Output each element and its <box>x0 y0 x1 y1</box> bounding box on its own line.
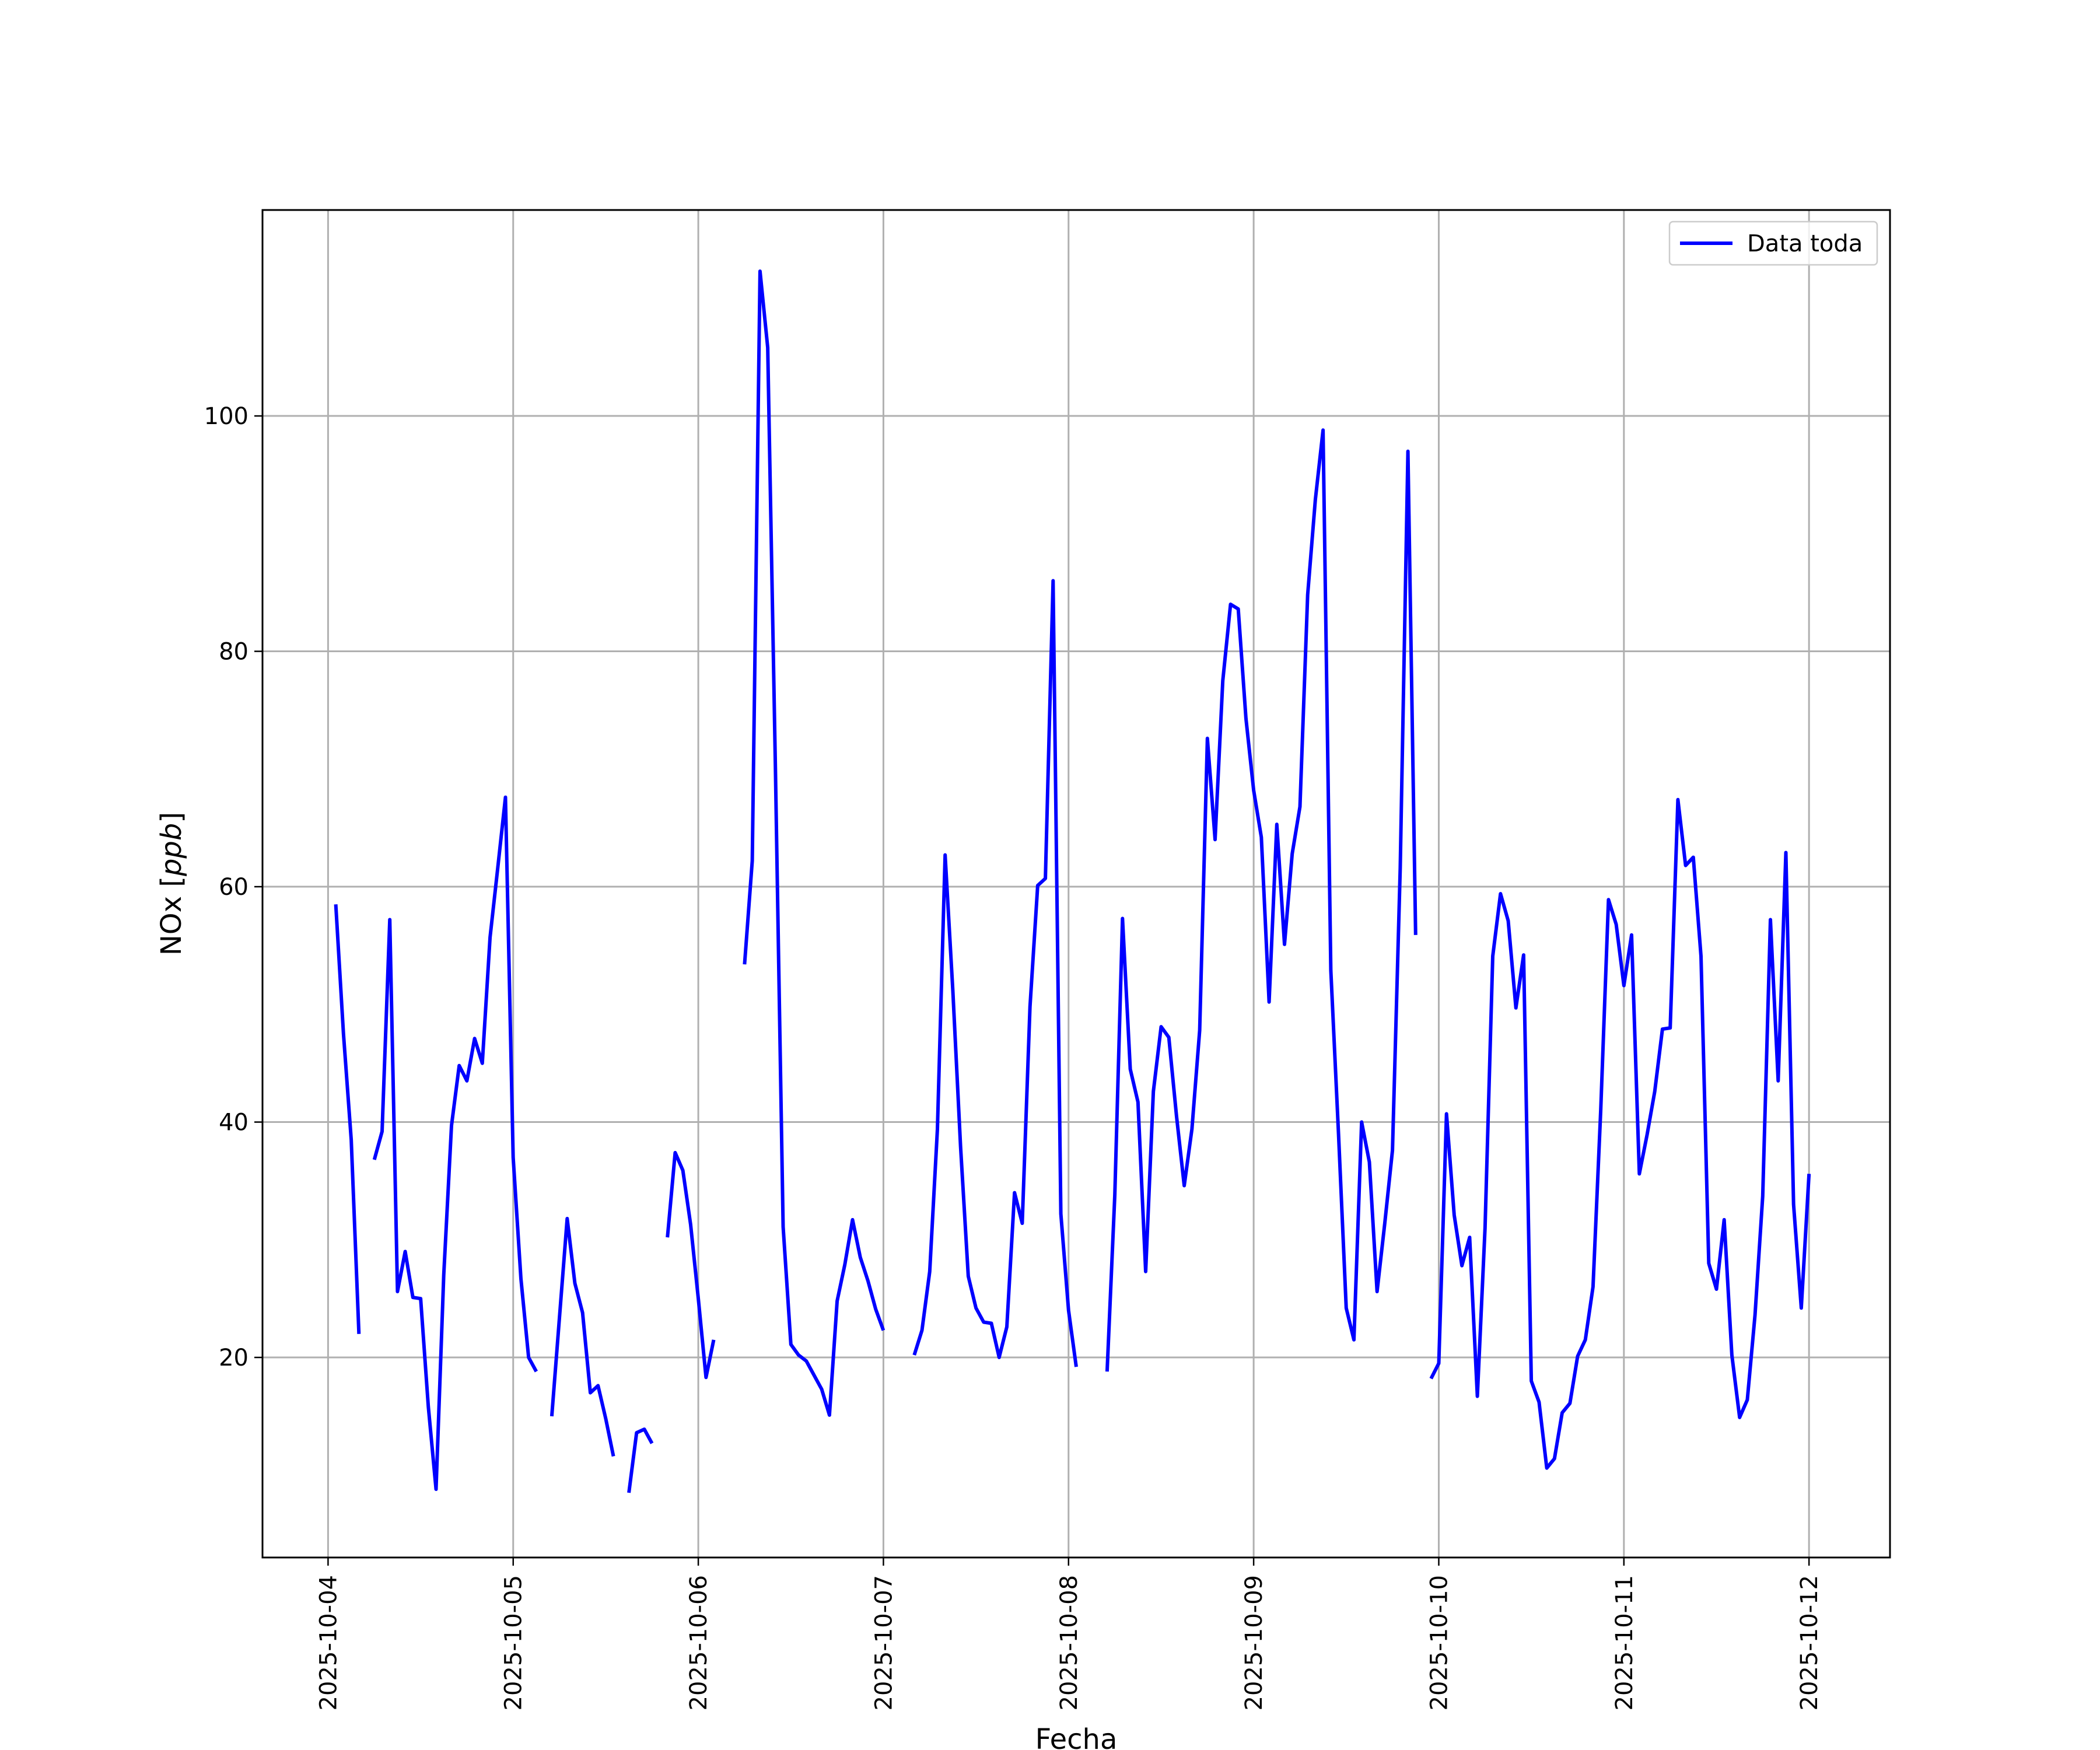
x-tick-label: 2025-10-10 <box>1426 1575 1452 1710</box>
y-axis-label-unit: ppb <box>155 823 188 877</box>
y-tick-label: 40 <box>219 1110 249 1136</box>
series-segment <box>912 579 1078 1367</box>
plot-frame <box>261 209 1891 1559</box>
x-tick-label: 2025-10-12 <box>1796 1575 1823 1710</box>
series-layer <box>334 269 1811 1493</box>
x-tick-label: 2025-10-09 <box>1241 1575 1268 1710</box>
series-segment <box>743 269 886 1417</box>
y-axis-label-close: ] <box>155 812 188 823</box>
legend-box <box>1668 220 1878 266</box>
x-axis-label: Fecha <box>1035 1723 1118 1750</box>
x-tick-label: 2025-10-06 <box>685 1575 712 1710</box>
series-segment <box>666 1151 716 1380</box>
x-tick-label: 2025-10-05 <box>501 1575 527 1710</box>
ticks: 2025-10-04 2025-10-05 2025-10-06 2025-10-07… <box>204 403 1824 1710</box>
series-segment <box>550 1217 615 1457</box>
x-tick-label: 2025-10-07 <box>870 1575 897 1710</box>
series-segment <box>1429 797 1811 1470</box>
y-tick-label: 60 <box>219 874 249 901</box>
y-tick-label: 80 <box>219 639 249 666</box>
x-tick-label: 2025-10-04 <box>315 1575 342 1710</box>
y-axis-label-text: NOx [ <box>155 876 188 956</box>
legend-label: Data toda <box>1747 230 1863 257</box>
series-segment <box>372 795 538 1491</box>
x-tick-label: 2025-10-11 <box>1611 1575 1638 1710</box>
series-segment <box>1105 428 1418 1372</box>
x-tick-label: 2025-10-08 <box>1056 1575 1083 1710</box>
series-segment <box>334 904 361 1334</box>
series-segment <box>627 1427 654 1493</box>
y-tick-label: 20 <box>219 1345 249 1371</box>
legend: Data toda <box>1668 220 1878 266</box>
y-axis-label: NOx [ppb] <box>155 812 188 956</box>
series-line <box>334 269 1811 1493</box>
y-tick-label: 100 <box>204 403 249 430</box>
